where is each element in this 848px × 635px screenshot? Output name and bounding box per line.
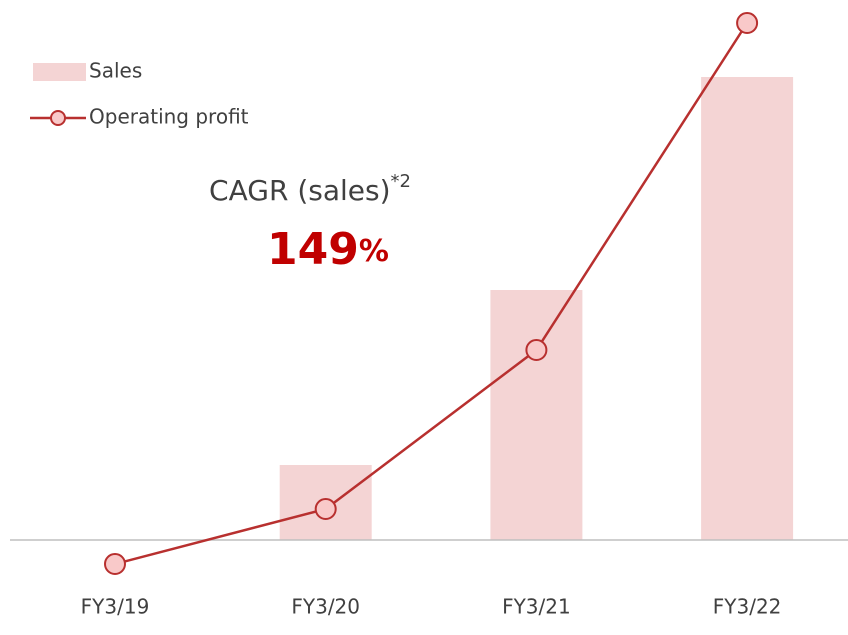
annotation: CAGR (sales)*2 149% xyxy=(209,171,411,275)
legend-label: Sales xyxy=(89,59,142,83)
annotation-text: CAGR (sales) xyxy=(209,174,390,207)
legend-swatch xyxy=(33,63,86,81)
line-marker xyxy=(314,498,337,520)
annotation-value: 149% xyxy=(267,224,389,275)
annotation-note: *2 xyxy=(391,171,411,192)
x-tick-label: FY3/21 xyxy=(502,595,571,619)
line-marker xyxy=(104,553,126,575)
x-tick-label: FY3/19 xyxy=(81,595,150,619)
annotation-label: CAGR (sales)*2 xyxy=(209,171,411,207)
bar xyxy=(490,290,583,540)
legend-marker xyxy=(50,110,66,126)
line xyxy=(114,22,749,566)
annotation-unit: % xyxy=(359,234,389,269)
line-marker xyxy=(736,12,759,34)
legend-label: Operating profit xyxy=(89,105,249,129)
line-marker xyxy=(525,339,548,361)
annotation-number: 149 xyxy=(267,224,359,275)
bar xyxy=(701,77,794,540)
x-tick-label: FY3/22 xyxy=(713,595,782,619)
x-tick-label: FY3/20 xyxy=(291,595,360,619)
